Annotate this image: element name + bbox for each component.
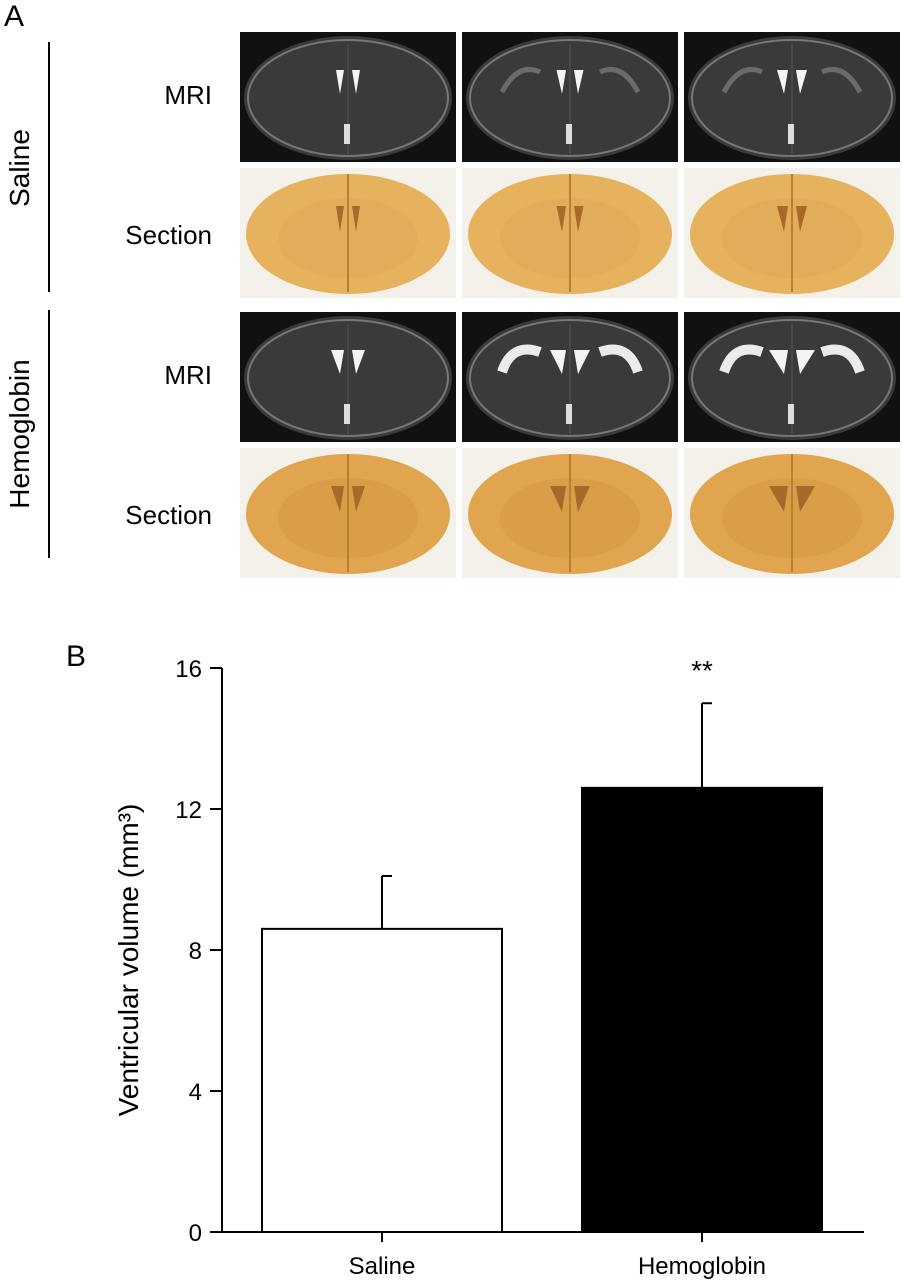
hemoglobin-x-label: Hemoglobin bbox=[638, 1253, 766, 1280]
hemoglobin-group-line bbox=[48, 310, 50, 558]
y-tick-label-4: 4 bbox=[189, 1079, 202, 1106]
panel-b-label: B bbox=[66, 640, 87, 673]
panel-a-label: A bbox=[4, 0, 25, 33]
bar-chart: 0 4 8 12 16 Ventricular volume (mm³) Saline Hem… bbox=[113, 655, 864, 1280]
hemoglobin-mri-image-3 bbox=[684, 312, 900, 442]
hemoglobin-section-image-1 bbox=[240, 448, 456, 578]
saline-mri-image-2 bbox=[462, 32, 678, 162]
hemoglobin-mri-image-2 bbox=[462, 312, 678, 442]
saline-section-image-3 bbox=[684, 168, 900, 298]
hemoglobin-bar bbox=[581, 786, 823, 1233]
saline-section-image-1 bbox=[240, 168, 456, 298]
significance-annotation: ** bbox=[691, 655, 713, 686]
saline-section-label: Section bbox=[125, 220, 212, 250]
y-axis-label: Ventricular volume (mm³) bbox=[113, 804, 144, 1117]
hemoglobin-mri-label: MRI bbox=[164, 360, 212, 390]
y-tick-label-16: 16 bbox=[175, 656, 202, 683]
saline-bar bbox=[261, 927, 503, 1233]
y-tick-label-0: 0 bbox=[189, 1220, 202, 1247]
saline-x-label: Saline bbox=[349, 1253, 416, 1280]
saline-mri-image-3 bbox=[684, 32, 900, 162]
saline-mri-image-1 bbox=[240, 32, 456, 162]
hemoglobin-section-image-2 bbox=[462, 448, 678, 578]
hemoglobin-section-image-3 bbox=[684, 448, 900, 578]
saline-group-line bbox=[48, 42, 50, 292]
saline-group-label: Saline bbox=[4, 129, 35, 207]
hemoglobin-section-label: Section bbox=[125, 500, 212, 530]
y-tick-label-8: 8 bbox=[189, 938, 202, 965]
saline-section-image-2 bbox=[462, 168, 678, 298]
saline-mri-label: MRI bbox=[164, 80, 212, 110]
hemoglobin-mri-image-1 bbox=[240, 312, 456, 442]
y-tick-label-12: 12 bbox=[175, 797, 202, 824]
